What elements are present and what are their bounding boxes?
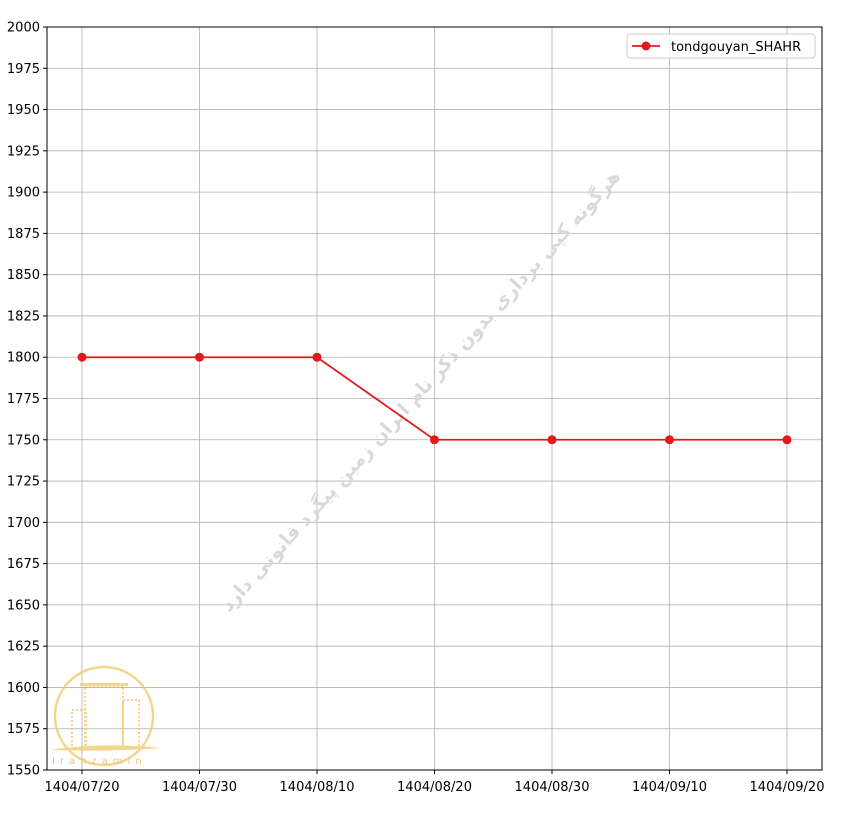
y-tick-label: 1950 <box>7 103 40 118</box>
axes: 1550 1575 1600 1625 1650 1675 1700 1725 1750 1775… <box>7 21 825 796</box>
y-tick-label: 1625 <box>7 640 40 655</box>
series <box>77 352 792 445</box>
y-tick-label: 1725 <box>7 475 40 490</box>
legend: tondgouyan_SHAHR <box>626 33 816 59</box>
y-tick-label: 1775 <box>7 392 40 407</box>
y-tick-label: 1575 <box>7 722 40 737</box>
logo-text: Iranzamin <box>52 756 147 767</box>
y-tick-label: 1925 <box>7 144 40 159</box>
watermark-text: هرگونه کپی برداری بدون ذکر نام ایران زمی… <box>215 165 625 616</box>
y-tick-label: 1850 <box>7 268 40 283</box>
y-tick-label: 1600 <box>7 681 40 696</box>
x-tick-label: 1404/09/10 <box>632 780 707 795</box>
x-tick-label: 1404/08/30 <box>515 780 590 795</box>
x-tick-label: 1404/09/20 <box>750 780 825 795</box>
y-tick-label: 1650 <box>7 598 40 613</box>
y-tick-label: 1750 <box>7 433 40 448</box>
data-point <box>312 352 322 362</box>
data-point <box>195 352 204 362</box>
x-tick-label: 1404/08/10 <box>280 780 355 795</box>
y-tick-label: 2000 <box>7 21 40 36</box>
y-tick-label: 1825 <box>7 309 40 324</box>
legend-marker <box>641 41 651 51</box>
y-tick-label: 1875 <box>7 227 40 242</box>
y-tick-label: 1675 <box>7 557 40 572</box>
data-point <box>430 435 439 445</box>
iranzamin-logo: Iranzamin <box>50 665 162 767</box>
legend-label: tondgouyan_SHAHR <box>671 40 801 55</box>
x-tick-label: 1404/08/20 <box>397 780 472 795</box>
y-tick-label: 1700 <box>7 516 40 531</box>
data-point <box>547 435 557 445</box>
y-tick-label: 1975 <box>7 62 40 77</box>
data-point <box>77 352 87 362</box>
y-tick-label: 1550 <box>7 764 40 779</box>
x-tick-label: 1404/07/30 <box>162 780 237 795</box>
data-point <box>665 435 674 445</box>
y-tick-label: 1900 <box>7 186 40 201</box>
y-tick-label: 1800 <box>7 351 40 366</box>
grid <box>47 26 822 771</box>
data-point <box>782 435 792 445</box>
x-tick-label: 1404/07/20 <box>45 780 120 795</box>
